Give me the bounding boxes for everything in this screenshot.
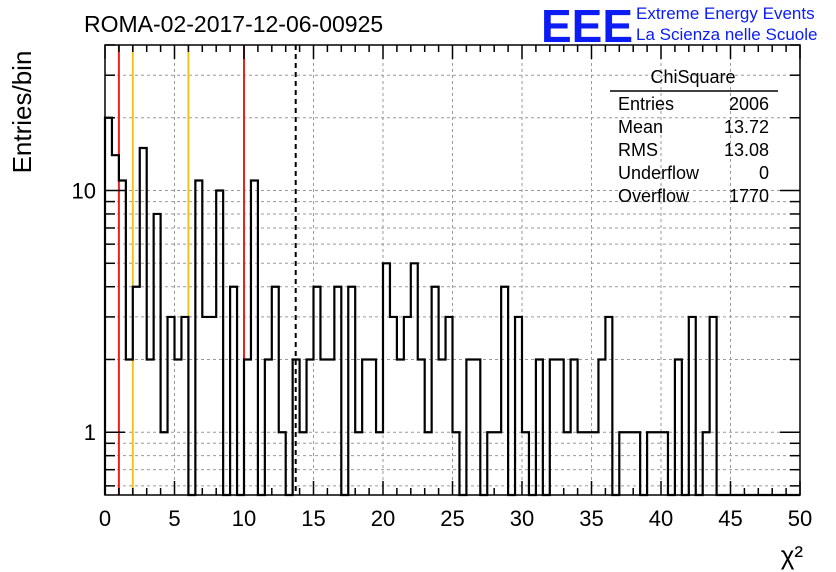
logo-line2: La Scienza nelle Scuole <box>636 25 817 44</box>
histogram-outline <box>103 116 800 497</box>
stats-name: ChiSquare <box>650 67 735 87</box>
tick-labels: 0 5 10 15 20 25 30 35 40 45 50 1 10 <box>72 179 813 531</box>
x-tick-label: 10 <box>232 506 256 531</box>
stats-label-underflow: Underflow <box>618 163 700 183</box>
eee-logo: EEE Extreme Energy Events La Scienza nel… <box>541 0 817 52</box>
stats-label-rms: RMS <box>618 140 658 160</box>
y-axis-title: Entries/bin <box>7 51 37 174</box>
stats-label-entries: Entries <box>618 94 674 114</box>
stats-label-mean: Mean <box>618 117 663 137</box>
x-tick-label: 5 <box>168 506 180 531</box>
x-tick-label: 50 <box>788 506 812 531</box>
logo-line1: Extreme Energy Events <box>636 4 815 23</box>
stats-value-rms: 13.08 <box>724 140 769 160</box>
x-tick-label: 0 <box>99 506 111 531</box>
stats-value-underflow: 0 <box>759 163 769 183</box>
run-title: ROMA-02-2017-12-06-00925 <box>84 11 383 37</box>
x-tick-label: 35 <box>579 506 603 531</box>
y-tick-label: 1 <box>84 420 96 445</box>
x-tick-label: 45 <box>718 506 742 531</box>
x-axis-title: χ² <box>781 540 804 570</box>
x-tick-label: 25 <box>440 506 464 531</box>
y-tick-label: 10 <box>72 179 96 204</box>
x-tick-label: 30 <box>510 506 534 531</box>
stats-value-entries: 2006 <box>729 94 769 114</box>
x-tick-label: 40 <box>649 506 673 531</box>
stats-label-overflow: Overflow <box>618 186 690 206</box>
logo-mark: EEE <box>541 0 633 52</box>
x-tick-label: 15 <box>301 506 325 531</box>
stats-value-mean: 13.72 <box>724 117 769 137</box>
stats-value-overflow: 1770 <box>729 186 769 206</box>
x-tick-label: 20 <box>371 506 395 531</box>
stats-box: ChiSquare Entries 2006 Mean 13.72 RMS 13… <box>610 67 778 206</box>
axis-ticks <box>104 44 801 495</box>
